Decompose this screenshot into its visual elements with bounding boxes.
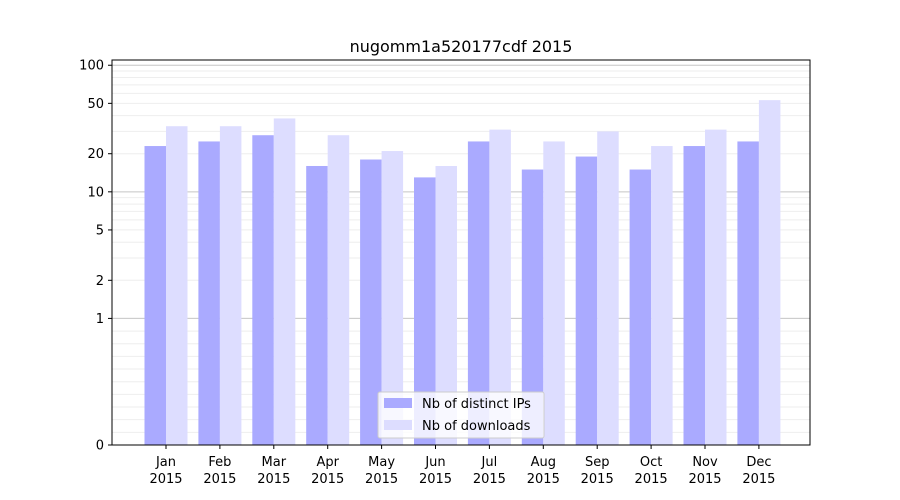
bar bbox=[597, 131, 619, 445]
x-tick-year: 2015 bbox=[742, 472, 775, 487]
x-tick-label: Aug bbox=[531, 455, 556, 470]
x-tick-label: Oct bbox=[640, 455, 662, 470]
x-tick-year: 2015 bbox=[149, 472, 182, 487]
y-tick-label: 1 bbox=[96, 312, 104, 327]
x-tick-year: 2015 bbox=[257, 472, 290, 487]
y-tick-label: 2 bbox=[96, 274, 104, 289]
chart-title: nugomm1a520177cdf 2015 bbox=[350, 37, 573, 56]
x-tick-label: Jan bbox=[155, 455, 176, 470]
x-tick-year: 2015 bbox=[365, 472, 398, 487]
bar bbox=[414, 177, 436, 446]
y-tick-label: 20 bbox=[87, 147, 104, 162]
bar bbox=[360, 159, 382, 445]
legend-box bbox=[377, 391, 545, 439]
bar bbox=[629, 169, 652, 445]
x-tick-label: Mar bbox=[262, 455, 287, 470]
x-tick-label: Jul bbox=[481, 455, 498, 470]
legend-swatch-ips bbox=[384, 398, 412, 408]
bar bbox=[575, 156, 598, 446]
bar bbox=[489, 129, 511, 445]
bar bbox=[252, 135, 274, 445]
plot-frame bbox=[111, 59, 811, 446]
bars bbox=[144, 100, 781, 446]
bar bbox=[651, 146, 673, 445]
x-tick-label: May bbox=[368, 455, 395, 470]
bar bbox=[737, 141, 759, 445]
y-tick-label: 100 bbox=[79, 59, 104, 74]
y-tick-label: 10 bbox=[87, 185, 104, 200]
bar bbox=[521, 169, 544, 445]
legend: Nb of distinct IPs Nb of downloads bbox=[377, 391, 545, 439]
bar bbox=[327, 135, 350, 445]
bar bbox=[144, 146, 166, 445]
bar bbox=[381, 151, 404, 445]
x-tick-year: 2015 bbox=[527, 472, 560, 487]
x-tick-label: Dec bbox=[746, 455, 771, 470]
x-tick-label: Sep bbox=[585, 455, 610, 470]
legend-label-downloads: Nb of downloads bbox=[422, 419, 531, 434]
x-tick-year: 2015 bbox=[635, 472, 668, 487]
bar bbox=[273, 118, 296, 445]
bar bbox=[306, 165, 328, 446]
x-tick-year: 2015 bbox=[203, 472, 236, 487]
y-tick-label: 0 bbox=[96, 439, 104, 454]
bar bbox=[683, 146, 705, 445]
y-tick-label: 50 bbox=[87, 97, 104, 112]
x-tick-year: 2015 bbox=[473, 472, 506, 487]
bar bbox=[435, 165, 457, 446]
bar bbox=[543, 141, 565, 445]
x-tick-label: Jun bbox=[424, 455, 445, 470]
y-axis: 0 1 2 5 10 20 50 100 bbox=[79, 59, 112, 454]
bar bbox=[166, 126, 188, 446]
bar bbox=[758, 100, 781, 445]
bar bbox=[219, 126, 242, 446]
x-tick-year: 2015 bbox=[419, 472, 452, 487]
x-tick-year: 2015 bbox=[311, 472, 344, 487]
x-axis: Jan 2015 Feb 2015 Mar 2015 Apr 2015 May 2015 Jun 20… bbox=[149, 445, 775, 487]
legend-label-ips: Nb of distinct IPs bbox=[422, 397, 531, 412]
y-tick-label: 5 bbox=[96, 223, 104, 238]
bar bbox=[467, 141, 490, 445]
x-tick-label: Feb bbox=[208, 455, 231, 470]
bar bbox=[198, 141, 220, 445]
x-tick-label: Nov bbox=[692, 455, 718, 470]
bar bbox=[705, 129, 727, 445]
x-tick-label: Apr bbox=[316, 455, 339, 470]
x-tick-year: 2015 bbox=[688, 472, 721, 487]
x-tick-year: 2015 bbox=[581, 472, 614, 487]
legend-swatch-downloads bbox=[384, 420, 412, 430]
